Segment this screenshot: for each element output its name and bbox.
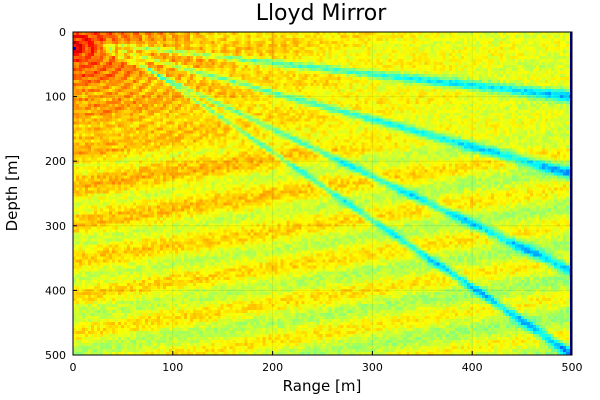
y-axis-label: Depth [m] — [3, 155, 21, 232]
heatmap-plot-area — [72, 31, 573, 356]
x-tick-label: 500 — [562, 361, 583, 374]
x-tick-label: 400 — [462, 361, 483, 374]
y-tick-label: 0 — [59, 26, 66, 39]
y-tick-label: 200 — [45, 155, 66, 168]
y-tick-label: 100 — [45, 91, 66, 104]
plot-frame — [72, 31, 573, 356]
x-tick-label: 300 — [362, 361, 383, 374]
heatmap-edge-column — [570, 32, 572, 355]
x-tick-label: 200 — [262, 361, 283, 374]
x-tick-label: 100 — [162, 361, 183, 374]
x-tick-label: 0 — [70, 361, 77, 374]
y-tick-label: 300 — [45, 220, 66, 233]
y-tick-label: 500 — [45, 349, 66, 362]
y-axis-ticks: 0 100 200 300 400 500 — [45, 26, 77, 362]
heatmap-cells — [73, 32, 572, 355]
heatmap-image — [73, 32, 572, 355]
x-axis-label: Range [m] — [283, 377, 362, 395]
y-tick-label: 400 — [45, 284, 66, 297]
x-axis-ticks: 0 100 200 300 400 500 — [70, 351, 583, 374]
chart-title: Lloyd Mirror — [256, 1, 388, 26]
